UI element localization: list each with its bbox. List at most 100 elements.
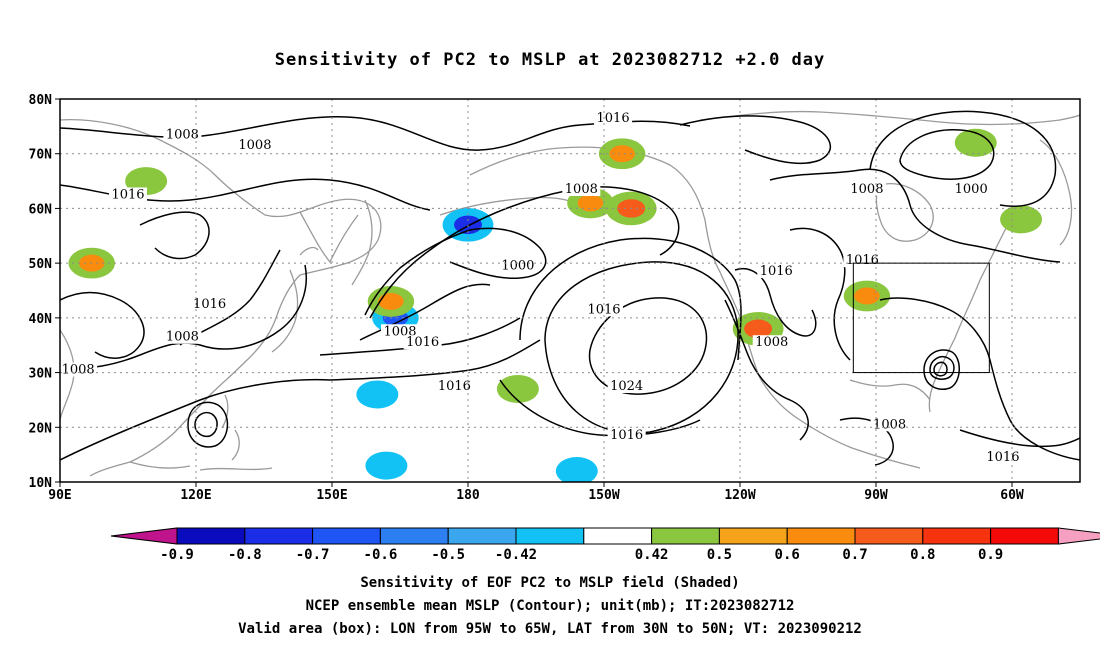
lon-tick-label: 90E (48, 488, 71, 503)
contour-line (60, 378, 331, 461)
map-grid (59, 98, 1080, 483)
sensitivity-blob-core (854, 287, 880, 305)
contour-label-bg (594, 110, 633, 125)
contour-label-bg (60, 362, 98, 377)
coastlines (60, 110, 1080, 477)
contour-label-bg (607, 428, 646, 443)
coastline-india (60, 329, 75, 421)
contour-label: 1008 (850, 182, 883, 197)
lon-tick-label: 150E (316, 488, 347, 503)
contour-label-bg (403, 335, 442, 350)
footer-line-2: NCEP ensemble mean MSLP (Contour); unit(… (305, 598, 795, 614)
contour-label-bg (757, 264, 796, 279)
contour-label-bg (952, 182, 991, 197)
contour-label: 1016 (846, 253, 879, 268)
contour-label: 1016 (193, 297, 226, 312)
coastline-greenland (1039, 139, 1073, 246)
contour-label: 1008 (166, 127, 199, 142)
lon-tick-label: 120E (180, 488, 211, 503)
colorbar-swatch (244, 527, 314, 545)
lat-tick-label: 60N (29, 202, 53, 217)
contour-label-bg (847, 182, 886, 197)
contour-label: 1016 (406, 335, 439, 350)
footer-line-1: Sensitivity of EOF PC2 to MSLP field (Sh… (360, 575, 740, 591)
colorbar-label: 0.6 (775, 547, 800, 563)
contour-label: 1016 (438, 379, 471, 394)
contour-line (839, 417, 894, 466)
contour-label-bg (435, 378, 474, 393)
contour-label-bg (163, 127, 202, 142)
contour-line (959, 429, 1080, 448)
sensitivity-blob-halo (555, 457, 598, 482)
colorbar-label: 0.8 (910, 547, 935, 563)
contour-label: 1000 (501, 259, 534, 274)
contour-label: 1016 (760, 264, 793, 279)
colorbar-label: -0.7 (296, 547, 330, 563)
contour-label-bg (498, 258, 537, 273)
contour-line (329, 339, 541, 381)
sensitivity-blob-halo (1000, 205, 1043, 234)
sensitivity-blob-halo (954, 128, 997, 157)
colorbar-swatch (854, 527, 924, 545)
colorbar-swatch (312, 527, 381, 545)
sensitivity-blob-core (378, 292, 404, 310)
contour-line (499, 379, 701, 437)
coastline-kamchatka (351, 199, 373, 286)
contour-label: 1016 (111, 187, 144, 202)
colorbar-swatch (718, 527, 788, 545)
colorbar-swatch (583, 527, 653, 545)
contour-line (60, 264, 307, 370)
sensitivity-blob-halo (496, 374, 539, 403)
sensitivity-shading (68, 128, 1043, 482)
colorbar-label: 0.7 (842, 547, 867, 563)
contour-label: 1016 (986, 450, 1019, 465)
lat-tick-label: 10N (29, 476, 53, 491)
colorbar-swatch (651, 527, 720, 545)
chart-title: Sensitivity of PC2 to MSLP at 2023082712… (274, 50, 826, 70)
coastline-philippines (221, 394, 240, 461)
colorbar-swatch (922, 527, 992, 545)
contour-line (769, 168, 1061, 263)
coastline-gulf (849, 379, 931, 401)
contour-labels: 1008 1008 1016 1016 1008 1008 1016 1008 1000 1016… (60, 110, 1022, 465)
contour-label: 1000 (955, 182, 988, 197)
lat-tick-label: 70N (29, 148, 53, 163)
colorbar-swatch (176, 527, 246, 545)
sensitivity-blob-halo (365, 451, 408, 480)
contour-line (929, 356, 955, 380)
colorbar: -0.9 -0.8 -0.7 -0.6 -0.5 -0.42 0.42 0.5 0.6 0.7 0.… (110, 527, 1100, 563)
sensitivity-blob-core (577, 194, 604, 212)
contour-label-bg (607, 378, 646, 393)
lat-tick-label: 50N (29, 257, 53, 272)
sensitivity-blob-core (609, 145, 635, 163)
contour-label-bg (235, 138, 274, 153)
contour-line (869, 110, 1057, 207)
lat-tick-label: 20N (29, 421, 53, 436)
colorbar-swatch (515, 527, 585, 545)
sensitivity-blob-core (744, 319, 773, 339)
contour-label-bg (752, 335, 791, 350)
contour-line (359, 283, 491, 341)
footer-line-3: Valid area (box): LON from 95W to 65W, L… (238, 621, 862, 637)
contour-label: 1024 (610, 379, 643, 394)
contour-line (544, 261, 739, 434)
lon-tick-label: 150W (588, 488, 619, 503)
colorbar-arrow-low (110, 527, 178, 545)
contour-label-bg (381, 324, 419, 339)
contour-line (899, 129, 995, 180)
contour-label: 1008 (62, 363, 95, 378)
lon-tick-label: 90W (864, 488, 888, 503)
lat-tick-label: 80N (29, 93, 53, 108)
contour-label-bg (190, 296, 229, 311)
contour-label-bg (163, 329, 202, 344)
colorbar-swatch (379, 527, 449, 545)
contour-line (679, 115, 832, 164)
sensitivity-blob-halo (356, 380, 399, 409)
lat-tick-label: 30N (29, 367, 53, 382)
contour-line (933, 361, 948, 377)
contour-line (364, 227, 547, 316)
contour-label: 1016 (597, 111, 630, 126)
contour-line (60, 291, 145, 359)
coastline-us-east (928, 219, 1011, 413)
